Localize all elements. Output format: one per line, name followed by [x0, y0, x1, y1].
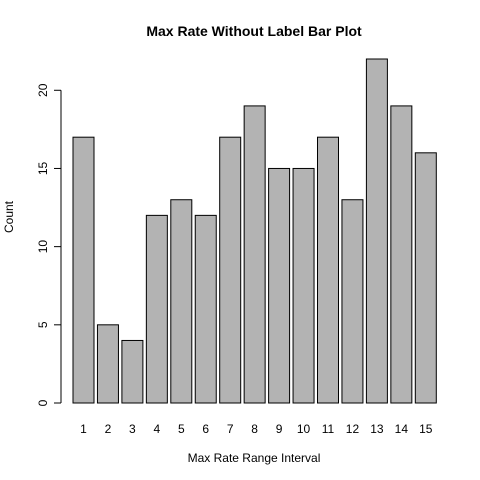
- y-tick-label: 5: [36, 321, 50, 328]
- x-tick-label: 6: [202, 422, 209, 436]
- x-tick-label: 8: [251, 422, 258, 436]
- x-tick-label: 4: [154, 422, 161, 436]
- x-tick-label: 12: [346, 422, 360, 436]
- y-tick-label: 0: [36, 399, 50, 406]
- bar-3: [121, 339, 144, 404]
- chart-title: Max Rate Without Label Bar Plot: [146, 23, 362, 39]
- x-tick-label: 13: [370, 422, 384, 436]
- x-tick-label: 10: [297, 422, 311, 436]
- bar-10: [292, 167, 315, 404]
- bar-8: [243, 105, 266, 404]
- y-tick-label: 10: [36, 240, 50, 254]
- y-axis-label: Count: [2, 200, 16, 233]
- bar-9: [268, 167, 291, 404]
- x-tick-label: 9: [276, 422, 283, 436]
- y-tick-label: 20: [36, 83, 50, 97]
- bar-2: [96, 324, 119, 404]
- y-tick-label: 15: [36, 161, 50, 175]
- x-tick-label: 3: [129, 422, 136, 436]
- bar-7: [219, 136, 242, 404]
- y-axis: 0 5 10 15 20: [36, 83, 62, 406]
- x-tick-label: 5: [178, 422, 185, 436]
- x-tick-labels: 1 2 3 4 5 6 7 8 9 10 11 12 13 14 15: [80, 422, 433, 436]
- x-tick-label: 2: [105, 422, 112, 436]
- bar-5: [170, 199, 193, 404]
- bar-11: [317, 136, 339, 404]
- bar-1: [72, 136, 95, 404]
- x-tick-label: 7: [227, 422, 234, 436]
- bar-13: [365, 58, 388, 404]
- x-tick-label: 15: [419, 422, 433, 436]
- x-tick-label: 1: [80, 422, 87, 436]
- bar-15: [414, 152, 437, 404]
- x-tick-label: 14: [395, 422, 409, 436]
- x-axis-label: Max Rate Range Interval: [188, 451, 321, 465]
- bars: [72, 58, 437, 404]
- x-tick-label: 11: [322, 422, 335, 436]
- bar-14: [390, 105, 413, 404]
- bar-4: [145, 214, 168, 404]
- bar-6: [194, 214, 217, 404]
- bar-12: [341, 199, 364, 404]
